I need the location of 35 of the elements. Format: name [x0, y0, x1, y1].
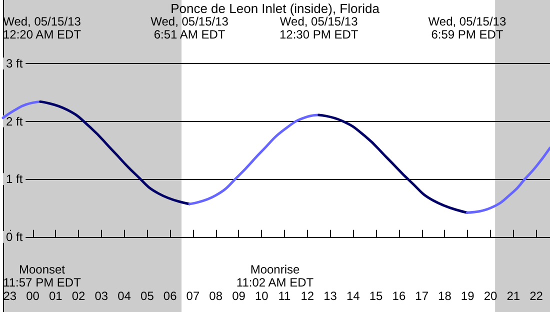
x-tick-label: 20	[484, 289, 498, 303]
x-tick-label: 07	[186, 289, 200, 303]
annotation: Wed, 05/15/13 12:20 AM EDT	[2, 14, 82, 42]
x-tick-label: 10	[254, 289, 269, 303]
chart-title: Ponce de Leon Inlet (inside), Florida	[170, 1, 380, 16]
x-tick-label: 19	[460, 289, 475, 303]
x-tick-label: 22	[530, 289, 544, 303]
x-tick-label: 13	[324, 289, 338, 303]
x-tick-label: 21	[506, 289, 520, 303]
x-tick-label: 12	[300, 289, 314, 303]
x-tick-label: 17	[415, 289, 429, 303]
y-tick-label: 0 ft	[6, 230, 24, 244]
x-tick-label: 15	[369, 289, 384, 303]
annotation: Wed, 05/15/13 6:59 PM EDT	[428, 14, 506, 42]
annotation: Wed, 05/15/13 6:51 AM EDT	[150, 14, 229, 42]
x-tick-label: 02	[72, 289, 86, 303]
annotation: Moonrise 11:02 AM EDT	[236, 262, 314, 290]
x-tick-label: 23	[3, 289, 17, 303]
annotation: Moonset 11:57 PM EDT	[3, 262, 82, 290]
x-tick-label: 00	[26, 289, 40, 303]
y-tick-label: 2 ft	[6, 114, 24, 128]
annotation: Wed, 05/15/13 12:30 PM EDT	[279, 14, 359, 42]
x-tick-label: 08	[209, 289, 223, 303]
x-tick-label: 09	[232, 289, 246, 303]
x-tick-label: 11	[278, 289, 292, 303]
y-tick-label: 1 ft	[6, 172, 24, 186]
x-tick-label: 18	[438, 289, 452, 303]
y-tick-label: 3 ft	[6, 56, 24, 71]
x-tick-label: 16	[392, 289, 406, 303]
x-tick-label: 06	[163, 289, 178, 303]
x-tick-label: 05	[140, 289, 154, 303]
x-tick-label: 14	[346, 289, 360, 303]
x-tick-label: 01	[48, 289, 63, 303]
x-tick-label: 03	[94, 289, 108, 303]
x-tick-label: 04	[118, 289, 132, 303]
